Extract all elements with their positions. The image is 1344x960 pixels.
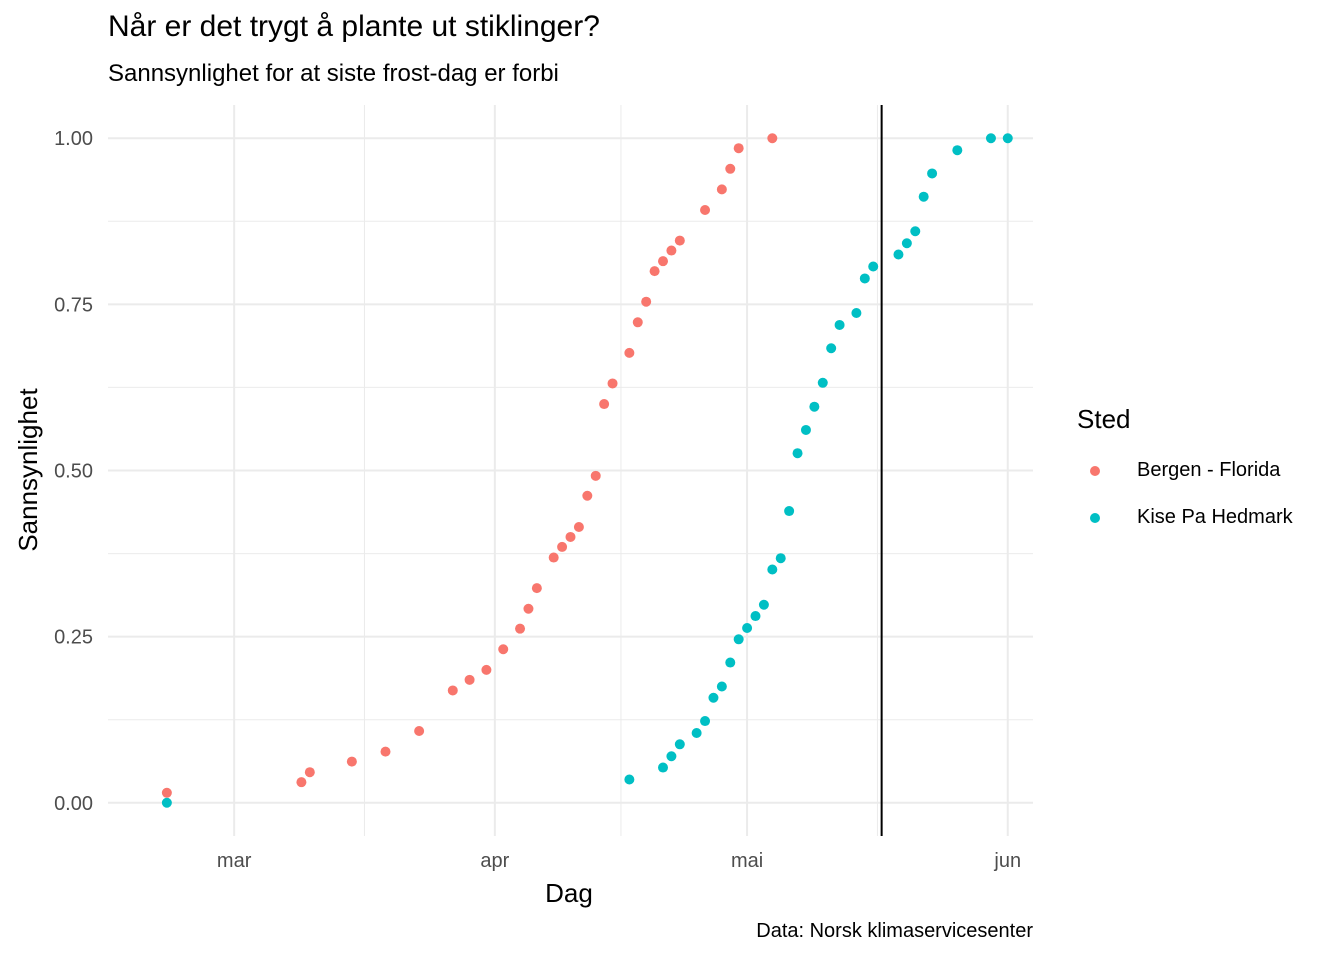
data-point [557, 541, 568, 552]
data-point [700, 716, 711, 727]
data-point [918, 191, 929, 202]
data-point [380, 746, 391, 757]
data-point [725, 163, 736, 174]
data-point [800, 424, 811, 435]
data-point [775, 553, 786, 564]
data-point [599, 399, 610, 410]
x-tick-label: mar [217, 850, 252, 872]
data-point [548, 552, 559, 563]
data-point [733, 634, 744, 645]
y-tick-label: 1.00 [54, 128, 93, 150]
chart-subtitle: Sannsynlighet for at siste frost-dag er … [108, 60, 559, 87]
data-point [674, 235, 685, 246]
data-point [161, 797, 172, 808]
y-tick-label: 0.25 [54, 627, 93, 649]
data-point [767, 133, 778, 144]
x-tick-label: mai [731, 850, 763, 872]
data-point [161, 787, 172, 798]
legend-title: Sted [1077, 404, 1131, 434]
data-point [927, 168, 938, 179]
y-tick-label: 0.00 [54, 793, 93, 815]
y-tick-label: 0.50 [54, 461, 93, 483]
data-point [531, 583, 542, 594]
data-point [498, 644, 509, 655]
data-point [590, 470, 601, 481]
major-gridlines [108, 105, 1033, 836]
data-point [666, 245, 677, 256]
data-point [716, 681, 727, 692]
data-point [868, 261, 879, 272]
x-tick-label: jun [993, 850, 1021, 872]
data-point [649, 266, 660, 277]
data-point [691, 727, 702, 738]
data-point [523, 603, 534, 614]
data-point [296, 777, 307, 788]
legend-key-kise [1090, 512, 1100, 523]
data-point [826, 343, 837, 354]
data-point [658, 762, 668, 773]
data-point [758, 599, 769, 610]
data-point [1002, 133, 1013, 144]
data-point [573, 521, 584, 532]
y-tick-labels: 0.00 0.25 0.50 0.75 1.00 [54, 128, 93, 815]
data-point [624, 347, 635, 358]
legend-item-kise: Kise Pa Hedmark [1090, 506, 1293, 529]
x-tick-label: apr [480, 850, 509, 872]
y-tick-label: 0.75 [54, 294, 93, 316]
data-point [666, 751, 677, 762]
data-point [632, 317, 643, 328]
data-point [817, 377, 828, 388]
x-tick-labels: mar apr mai jun [217, 850, 1021, 872]
data-point [742, 622, 753, 633]
data-point [624, 774, 635, 785]
data-point [481, 664, 492, 675]
data-point [304, 767, 315, 778]
data-point [565, 531, 576, 542]
legend-item-bergen: Bergen - Florida [1090, 459, 1280, 482]
data-point [716, 184, 727, 195]
data-point [985, 133, 996, 144]
data-point [346, 756, 357, 767]
data-point [700, 204, 711, 215]
data-point [674, 739, 685, 750]
data-points [161, 133, 1013, 808]
data-point [767, 564, 778, 575]
data-point [893, 249, 904, 260]
data-point [607, 378, 618, 389]
x-axis-label: Dag [545, 878, 593, 908]
data-point [859, 273, 870, 284]
series-kise [161, 133, 1013, 808]
data-point [725, 657, 736, 668]
data-point [414, 726, 425, 737]
data-point [809, 401, 820, 412]
data-point [750, 611, 761, 622]
data-point [447, 685, 458, 696]
data-point [834, 319, 845, 330]
data-point [708, 692, 719, 703]
data-point [641, 296, 652, 307]
data-point [910, 226, 921, 237]
chart-title: Når er det trygt å plante ut stiklinger? [108, 10, 600, 43]
chart-caption: Data: Norsk klimaservicesenter [756, 920, 1033, 942]
data-point [515, 623, 526, 634]
data-point [464, 674, 475, 685]
series-bergen [161, 133, 778, 798]
legend-label-kise: Kise Pa Hedmark [1137, 506, 1293, 528]
data-point [792, 448, 803, 459]
legend-key-bergen [1090, 465, 1100, 476]
data-point [658, 256, 668, 267]
data-point [733, 143, 744, 154]
data-point [901, 238, 912, 249]
data-point [784, 506, 795, 517]
data-point [851, 308, 862, 319]
legend-label-bergen: Bergen - Florida [1137, 459, 1281, 481]
data-point [582, 490, 593, 501]
y-axis-label: Sannsynlighet [13, 388, 43, 552]
data-point [952, 145, 963, 156]
